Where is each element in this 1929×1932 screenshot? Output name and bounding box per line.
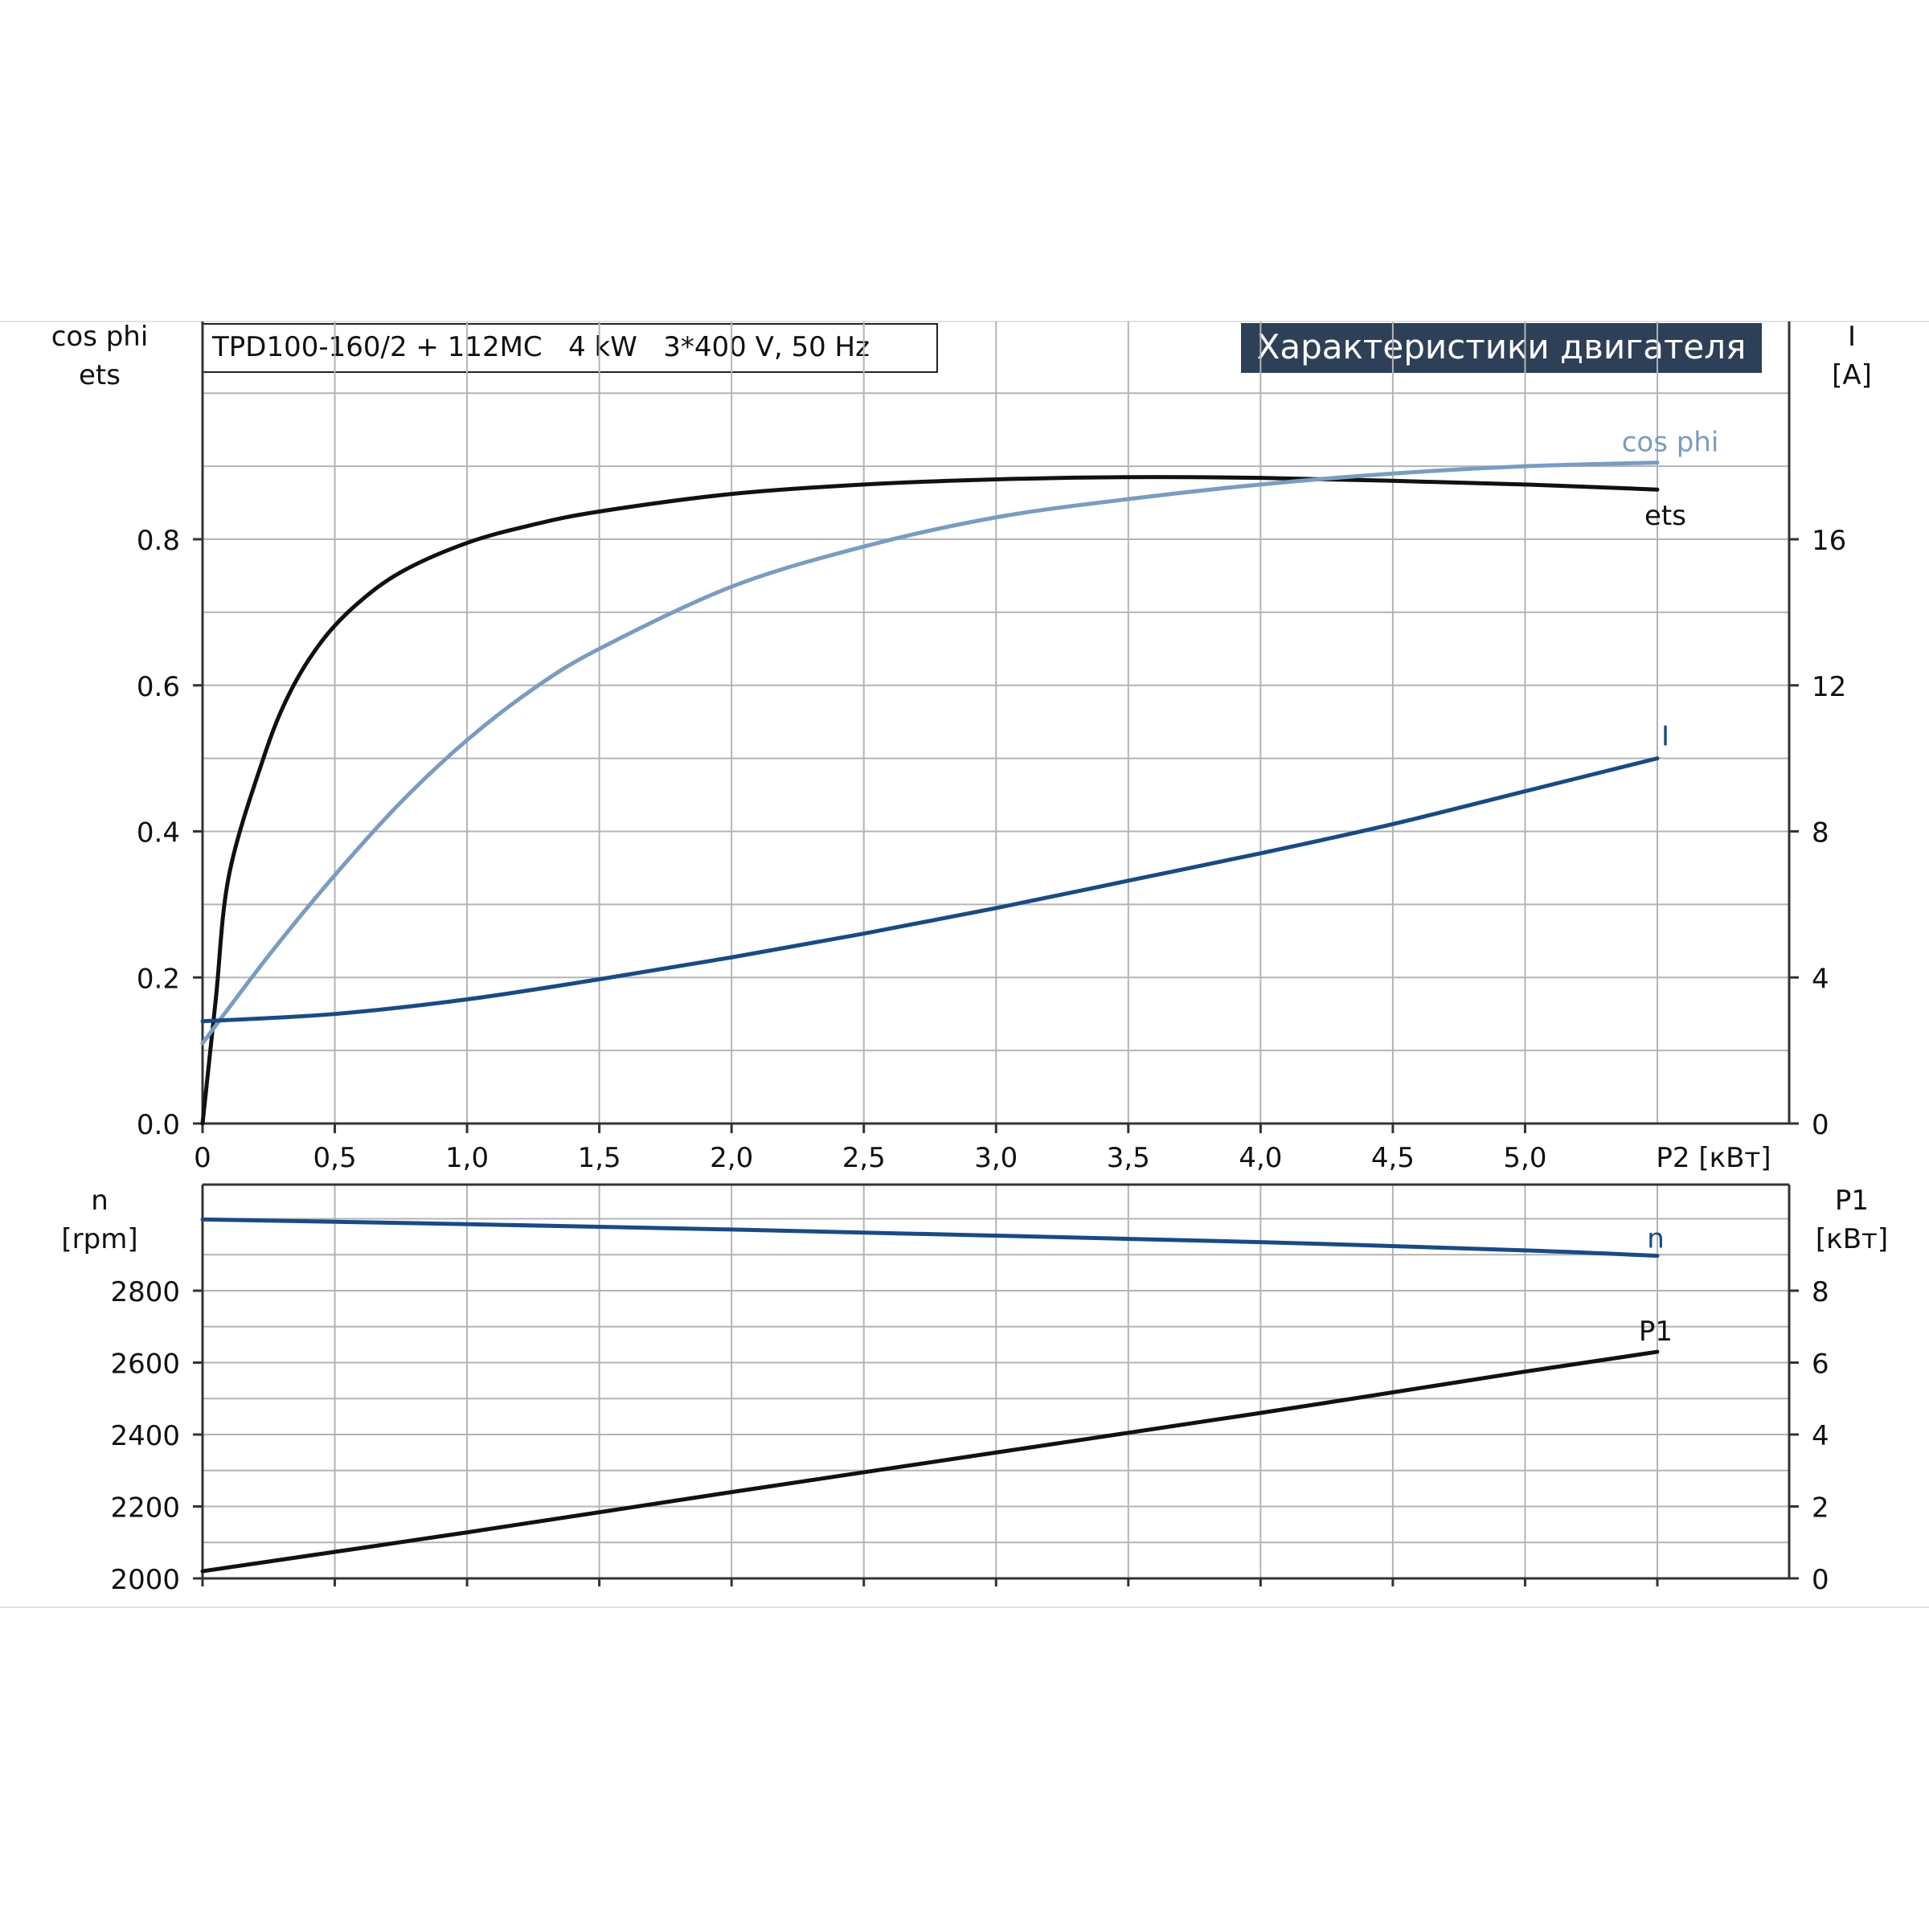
bottom-series-label-n: n (1647, 1223, 1665, 1255)
top-series-line-ets (200, 475, 1660, 1126)
top-left-tick-label: 0.0 (137, 1109, 180, 1141)
top-series-line-cos-phi (200, 460, 1660, 1046)
top-series-label-ets: ets (1644, 500, 1686, 532)
top-y-left-label: cos phi (51, 321, 149, 353)
top-y-right-label: [A] (1832, 359, 1872, 391)
top-x-tick-label: 3,0 (974, 1142, 1018, 1174)
bottom-right-tick-label: 0 (1812, 1564, 1829, 1596)
bottom-panel: 2000 2200 2400 2600 2800 0 2 4 6 8 n [rpm] P1 [кВт] n P… (61, 1183, 1888, 1596)
top-x-tick-label: 1,5 (578, 1142, 621, 1174)
top-x-tick-label: 4,5 (1371, 1142, 1415, 1174)
bottom-right-tick-label: 6 (1812, 1349, 1829, 1381)
bottom-series-line-p1 (200, 1349, 1660, 1574)
top-left-tick-label: 0.2 (137, 963, 180, 995)
bottom-left-tick-label: 2400 (110, 1420, 180, 1452)
bottom-left-tick-label: 2800 (110, 1276, 180, 1308)
top-right-tick-label: 12 (1812, 671, 1846, 703)
top-series-label-i: I (1661, 721, 1669, 753)
bottom-left-tick-label: 2600 (110, 1349, 180, 1381)
top-right-tick-label: 0 (1812, 1109, 1829, 1141)
top-y-left-label: ets (79, 359, 121, 391)
bottom-right-tick-label: 4 (1812, 1420, 1829, 1452)
top-left-tick-label: 0.6 (137, 671, 180, 703)
bottom-right-tick-label: 2 (1812, 1492, 1829, 1525)
model-text: TPD100-160/2 + 112MC 4 kW 3*400 V, 50 Hz (211, 331, 870, 363)
top-x-axis-label: P2 [кВт] (1656, 1142, 1771, 1174)
top-series-label-cos-phi: cos phi (1622, 427, 1719, 459)
title-badge-text: Характеристики двигателя (1257, 327, 1747, 366)
top-panel: 0.0 0.2 0.4 0.6 0.8 0 4 8 12 16 cos phi ets I [A] 0 0,5… (51, 321, 1872, 1174)
top-x-tick-label: 1,0 (445, 1142, 489, 1174)
bottom-y-left-label: [rpm] (61, 1223, 137, 1255)
bottom-left-tick-label: 2000 (110, 1564, 180, 1596)
title-badge (1241, 323, 1762, 373)
top-x-tick-label: 5,0 (1503, 1142, 1546, 1174)
top-x-tick-label: 0 (194, 1142, 211, 1174)
top-series-line-i (200, 756, 1660, 1024)
top-x-tick-label: 2,5 (842, 1142, 886, 1174)
bottom-y-right-label: [кВт] (1816, 1223, 1888, 1255)
bottom-right-tick-label: 8 (1812, 1276, 1829, 1308)
top-right-tick-label: 4 (1812, 963, 1829, 995)
top-right-tick-label: 8 (1812, 817, 1829, 849)
top-left-tick-label: 0.4 (137, 817, 180, 849)
top-x-tick-label: 2,0 (710, 1142, 753, 1174)
top-x-tick-label: 0,5 (313, 1142, 357, 1174)
bottom-series-line-n (200, 1217, 1660, 1259)
bottom-series-label-p1: P1 (1639, 1316, 1673, 1348)
top-left-tick-label: 0.8 (137, 525, 180, 557)
top-y-right-label: I (1848, 321, 1856, 353)
bottom-y-left-label: n (91, 1185, 109, 1217)
top-x-tick-label: 4,0 (1239, 1142, 1282, 1174)
top-right-tick-label: 16 (1812, 525, 1846, 557)
top-x-tick-label: 3,5 (1107, 1142, 1150, 1174)
bottom-y-right-label: P1 (1835, 1185, 1869, 1217)
bottom-left-tick-label: 2200 (110, 1492, 180, 1525)
